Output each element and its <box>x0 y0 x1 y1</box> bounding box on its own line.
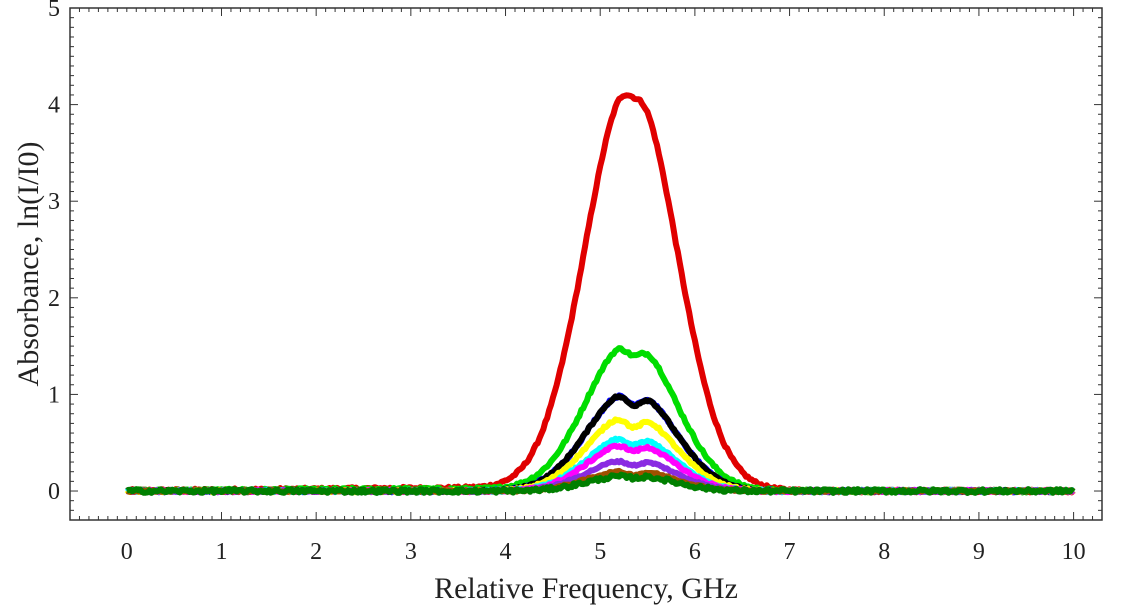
y-tick-label: 5 <box>48 0 60 22</box>
x-tick-label: 0 <box>121 539 133 565</box>
y-axis-title: Absorbance, ln(I/I0) <box>12 142 45 387</box>
series-line-2 <box>125 345 1076 496</box>
plot-frame <box>69 7 1103 521</box>
x-tick-label: 6 <box>689 539 701 565</box>
y-tick-label: 4 <box>48 93 60 119</box>
x-axis-title: Relative Frequency, GHz <box>434 572 738 605</box>
x-tick-label: 9 <box>973 539 985 565</box>
y-tick-label: 3 <box>48 189 60 215</box>
x-tick-label: 7 <box>784 539 796 565</box>
x-tick-label: 2 <box>310 539 322 565</box>
tick-labels: 0 1 2 3 4 5 6 7 8 9 10 0 1 2 3 4 5 <box>48 0 1086 565</box>
axis-ticks <box>70 7 1103 520</box>
series-line-10 <box>125 471 1076 496</box>
y-tick-label: 0 <box>48 479 60 505</box>
x-tick-label: 10 <box>1062 539 1086 565</box>
x-tick-label: 3 <box>405 539 417 565</box>
x-tick-label: 5 <box>594 539 606 565</box>
series-group <box>124 92 1076 496</box>
x-tick-label: 4 <box>500 539 512 565</box>
x-tick-label: 8 <box>878 539 890 565</box>
y-tick-label: 1 <box>48 382 60 408</box>
x-tick-label: 1 <box>215 539 227 565</box>
y-tick-label: 2 <box>48 286 60 312</box>
